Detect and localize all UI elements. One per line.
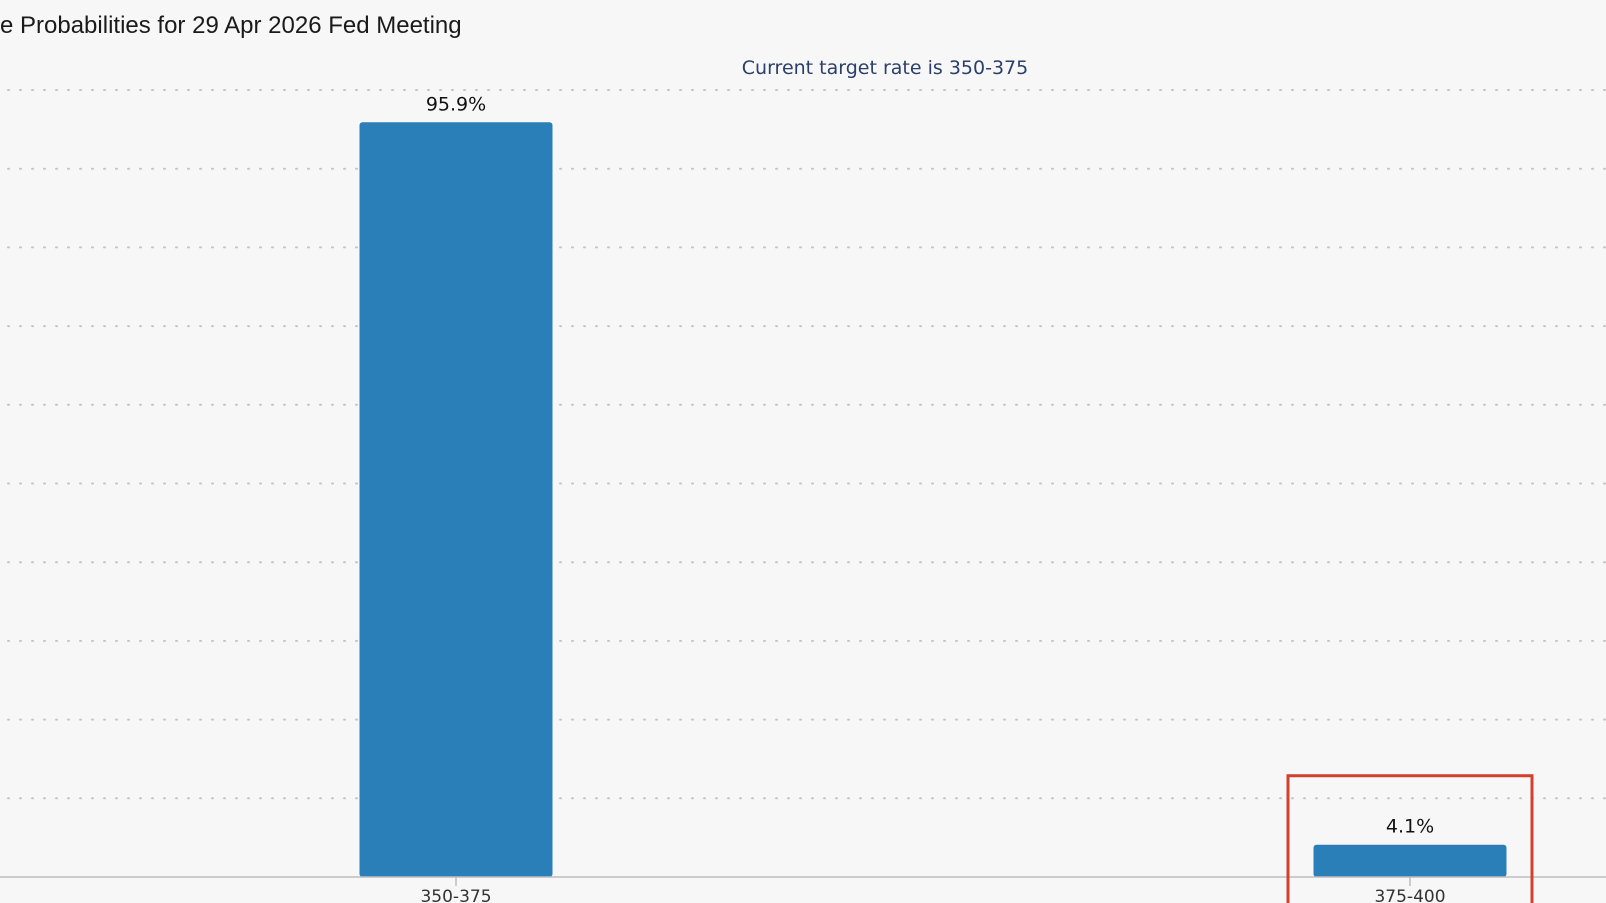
x-tick-label: 375-400: [1374, 887, 1445, 903]
x-tick-label: 350-375: [420, 887, 491, 903]
highlight-box: [1286, 774, 1534, 903]
data-label: 95.9%: [426, 93, 486, 115]
bar-375-400: [1313, 844, 1507, 877]
chart-subtitle: Current target rate is 350-375: [742, 57, 1028, 79]
bars: [359, 122, 1507, 878]
chart-title: e Probabilities for 29 Apr 2026 Fed Meet…: [0, 12, 462, 39]
gridlines: [7, 89, 1606, 800]
data-labels: 95.9% 4.1%: [426, 93, 1434, 837]
bar-350-375: [359, 122, 553, 878]
data-label: 4.1%: [1386, 816, 1434, 838]
x-axis-ticks: 350-375 375-400: [420, 877, 1446, 903]
